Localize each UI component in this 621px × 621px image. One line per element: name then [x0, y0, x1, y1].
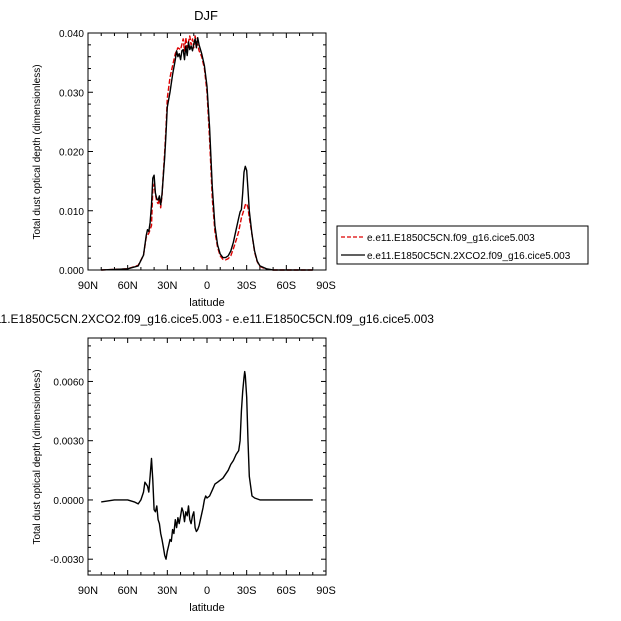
top-series-2-line — [101, 37, 313, 271]
top-panel: DJF 90N 60N 30N 0 30S 60S 90S 0.000 0.010 0.020 0.… — [32, 8, 589, 309]
top-series-layer — [101, 35, 313, 271]
bottom-x-tick-label: 30N — [157, 585, 177, 597]
bottom-chart-title: e.e11.E1850C5CN.2XCO2.f09_g16.cice5.003 … — [0, 312, 434, 326]
legend-label-series-2: e.e11.E1850C5CN.2XCO2.f09_g16.cice5.003 — [367, 251, 571, 262]
bottom-y-tick-label: 0.0000 — [53, 496, 84, 507]
top-x-axis-label: latitude — [189, 297, 224, 309]
bottom-y-tick-label: 0.0030 — [53, 437, 84, 448]
bottom-plot-frame — [87, 337, 327, 576]
bottom-series-layer — [101, 370, 313, 560]
top-plot-frame — [87, 32, 327, 271]
top-y-tick-label: 0.000 — [59, 266, 84, 277]
bottom-series-1-line — [101, 370, 313, 560]
legend-label-series-1: e.e11.E1850C5CN.f09_g16.cice5.003 — [367, 233, 535, 244]
top-x-tick-label: 0 — [204, 280, 210, 292]
top-x-tick-label: 30S — [237, 280, 257, 292]
bottom-x-tick-label: 60S — [277, 585, 297, 597]
top-chart-title: DJF — [194, 8, 218, 23]
bottom-x-tick-label: 90N — [78, 585, 98, 597]
top-x-tick-label: 30N — [157, 280, 177, 292]
legend-box — [336, 225, 589, 265]
top-ticks-layer: 90N 60N 30N 0 30S 60S 90S 0.000 0.010 0.020 0.030 0… — [59, 29, 336, 292]
top-y-tick-label: 0.040 — [59, 29, 84, 40]
top-series-1-line — [101, 35, 313, 271]
bottom-x-tick-label: 90S — [316, 585, 336, 597]
bottom-ticks-layer: 90N 60N 30N 0 30S 60S 90S -0.0030 0.0000 0.0030 0.… — [50, 338, 336, 597]
top-y-axis-label: Total dust optical depth (dimensionless) — [32, 64, 43, 239]
top-y-tick-label: 0.010 — [59, 207, 84, 218]
bottom-x-tick-label: 60N — [118, 585, 138, 597]
top-x-tick-label: 90N — [78, 280, 98, 292]
bottom-x-axis-label: latitude — [189, 602, 224, 614]
top-x-tick-label: 60S — [277, 280, 297, 292]
bottom-x-tick-label: 30S — [237, 585, 257, 597]
top-y-tick-label: 0.020 — [59, 148, 84, 159]
bottom-y-tick-label: 0.0060 — [53, 377, 84, 388]
bottom-x-tick-label: 0 — [204, 585, 210, 597]
bottom-y-tick-label: -0.0030 — [50, 555, 84, 566]
top-x-tick-label: 90S — [316, 280, 336, 292]
bottom-y-axis-label: Total dust optical depth (dimensionless) — [32, 369, 43, 544]
top-legend: e.e11.E1850C5CN.f09_g16.cice5.003 e.e11.… — [336, 225, 589, 265]
top-y-tick-label: 0.030 — [59, 88, 84, 99]
bottom-panel: e.e11.E1850C5CN.2XCO2.f09_g16.cice5.003 … — [0, 312, 434, 614]
top-x-tick-label: 60N — [118, 280, 138, 292]
